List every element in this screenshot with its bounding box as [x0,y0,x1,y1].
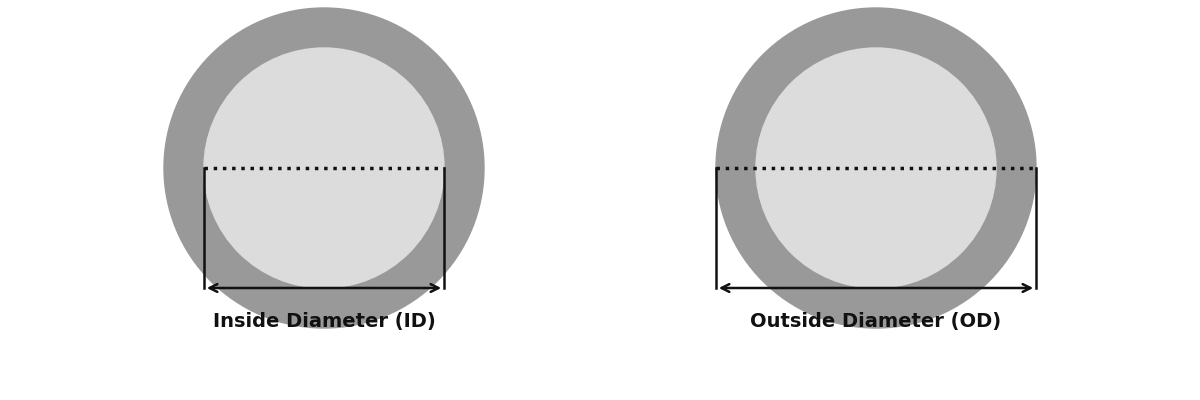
Ellipse shape [204,48,444,288]
Text: Inside Diameter (ID): Inside Diameter (ID) [212,312,436,331]
Ellipse shape [756,48,996,288]
Ellipse shape [716,8,1036,328]
Ellipse shape [164,8,484,328]
Text: Outside Diameter (OD): Outside Diameter (OD) [750,312,1002,331]
